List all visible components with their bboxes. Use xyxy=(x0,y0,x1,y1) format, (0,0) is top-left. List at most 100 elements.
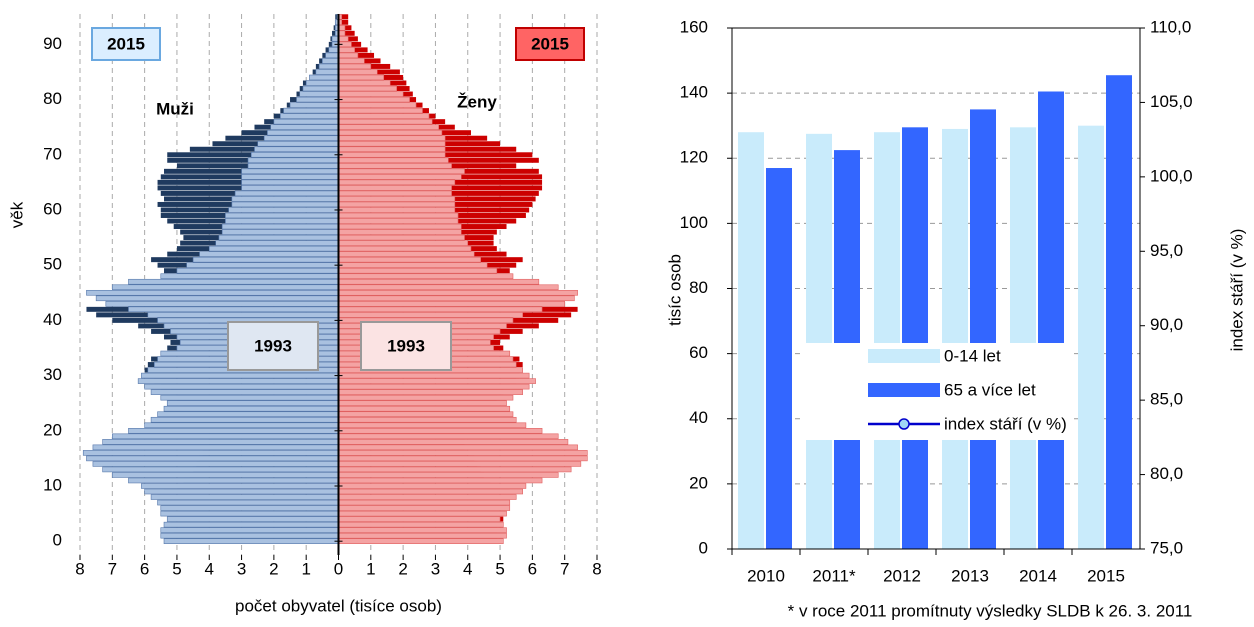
y-tick-label: 60 xyxy=(689,343,708,362)
bar-1993 xyxy=(144,488,339,495)
bar xyxy=(1078,125,1104,549)
y-tick-label: 70 xyxy=(43,144,62,163)
x-tick-label: 0 xyxy=(334,559,343,578)
x-tick-label: 4 xyxy=(205,559,214,578)
bar-1993 xyxy=(338,405,511,412)
bar-1993 xyxy=(128,477,339,484)
bar-1993 xyxy=(160,510,339,517)
bar-1993 xyxy=(102,466,339,473)
bar-1993 xyxy=(338,102,417,108)
y-tick-label: 20 xyxy=(43,420,62,439)
bar-2015 xyxy=(338,14,349,20)
bar-1993 xyxy=(338,295,575,302)
bar-1993 xyxy=(338,444,578,451)
bar-1993 xyxy=(338,163,452,169)
x-tick-label: 3 xyxy=(237,559,246,578)
bar-1993 xyxy=(338,52,359,59)
bar-1993 xyxy=(280,113,339,119)
y-tick-label: 90 xyxy=(43,34,62,53)
bar-1993 xyxy=(338,201,456,208)
bar-1993 xyxy=(338,47,355,53)
bar-1993 xyxy=(338,91,404,97)
bar-1993 xyxy=(160,505,339,511)
x-axis-label: počet obyvatel (tisíce osob) xyxy=(235,596,442,615)
bar-1993 xyxy=(221,223,339,230)
y2-axis-label: index stáří (v %) xyxy=(1227,229,1246,352)
bar-1993 xyxy=(325,52,339,59)
bar-1993 xyxy=(241,174,339,180)
y-tick-label: 40 xyxy=(689,408,708,427)
bar-1993 xyxy=(247,157,339,164)
bar-1993 xyxy=(338,96,410,103)
bar-1993 xyxy=(228,207,339,213)
bar-1993 xyxy=(141,372,339,379)
y2-tick-label: 105,0 xyxy=(1150,92,1193,111)
x-tick-label: 1 xyxy=(301,559,310,578)
bar-1993 xyxy=(338,428,543,434)
bar-1993 xyxy=(199,251,339,257)
bar-1993 xyxy=(338,289,578,296)
bar-1993 xyxy=(250,151,339,158)
bar-1993 xyxy=(128,278,339,285)
y-tick-label: 50 xyxy=(43,255,62,274)
y-tick-label: 140 xyxy=(680,83,708,102)
x-tick-label: 2010 xyxy=(747,566,785,585)
bar-1993 xyxy=(338,394,514,401)
bar-1993 xyxy=(160,273,339,280)
x-tick-label: 2 xyxy=(269,559,278,578)
bar-1993 xyxy=(231,201,339,208)
legend-label: 65 a více let xyxy=(944,380,1036,399)
bar-1993 xyxy=(305,80,339,86)
bar-1993 xyxy=(225,212,339,219)
bar-1993 xyxy=(82,450,339,456)
bar-1993 xyxy=(215,240,339,246)
bar-1993 xyxy=(322,58,339,64)
bar-1993 xyxy=(257,140,339,147)
bar-1993 xyxy=(157,411,339,418)
legend-2015-male-box xyxy=(91,27,161,61)
bar-1993 xyxy=(338,433,559,440)
y-tick-label: 30 xyxy=(43,365,62,384)
bar-1993 xyxy=(338,223,462,230)
bar-1993 xyxy=(338,472,559,478)
legend-swatch xyxy=(898,418,910,430)
bar-1993 xyxy=(160,527,339,533)
bar-1993 xyxy=(338,306,543,313)
bar-1993 xyxy=(338,383,530,390)
y2-tick-label: 95,0 xyxy=(1150,241,1183,260)
bar-1993 xyxy=(338,461,582,467)
bar-1993 xyxy=(86,289,339,296)
bar-1993 xyxy=(166,400,339,406)
legend-label: index stáří (v %) xyxy=(944,414,1067,433)
bar-1993 xyxy=(338,251,475,257)
y-tick-label: 120 xyxy=(680,148,708,167)
bar-1993 xyxy=(144,422,339,429)
bar-1993 xyxy=(338,499,511,506)
plot-frame xyxy=(731,27,1141,550)
bar-1993 xyxy=(338,416,517,423)
bar-1993 xyxy=(176,267,339,274)
bar-1993 xyxy=(338,245,472,252)
bar-1993 xyxy=(296,96,339,103)
bar-1993 xyxy=(338,85,397,92)
legend-2015-female: 2015 xyxy=(531,34,569,53)
bar-1993 xyxy=(92,461,339,467)
bar-1993 xyxy=(112,433,339,440)
bar-1993 xyxy=(289,102,339,108)
bar-1993 xyxy=(163,405,339,412)
y2-tick-label: 90,0 xyxy=(1150,315,1183,334)
bar-1993 xyxy=(338,278,540,285)
bar-1993 xyxy=(302,85,339,92)
bar-2015 xyxy=(338,19,349,25)
bar-1993 xyxy=(102,439,339,445)
bar xyxy=(874,132,900,549)
bar-1993 xyxy=(267,129,339,136)
x-tick-label: 2015 xyxy=(1087,566,1125,585)
x-tick-label: 2012 xyxy=(883,566,921,585)
bar-1993 xyxy=(338,455,588,462)
bar-1993 xyxy=(338,372,530,379)
y-tick-label: 160 xyxy=(680,17,708,36)
bar-1993 xyxy=(263,135,339,141)
y-tick-label: 0 xyxy=(699,538,708,557)
